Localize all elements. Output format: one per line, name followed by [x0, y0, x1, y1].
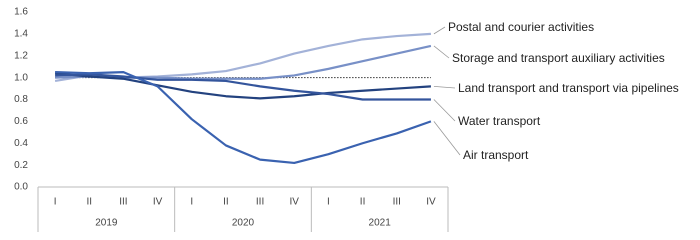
- leader-line: [433, 85, 456, 89]
- y-tick-label: 0.0: [14, 182, 28, 193]
- chart: 0.00.20.40.60.81.01.21.41.6I II III IV I II II…: [14, 7, 679, 232]
- series-label: Storage and transport auxiliary activiti…: [452, 51, 665, 65]
- legend-entry: Air transport: [463, 148, 529, 162]
- series-label: Postal and courier activities: [448, 20, 595, 34]
- legend-entry: Land transport and transport via pipelin…: [458, 81, 679, 95]
- series-label: Water transport: [458, 114, 541, 128]
- series-label: Land transport and transport via pipelin…: [458, 81, 679, 95]
- x-tick-label: I: [190, 197, 193, 208]
- y-tick-label: 0.8: [14, 94, 28, 105]
- x-tick-label: IV: [153, 197, 163, 208]
- x-tick-label: III: [256, 197, 264, 208]
- series-line: [54, 72, 431, 100]
- leader-line: [433, 99, 456, 122]
- series-line: [55, 73, 431, 101]
- page: {"chart_data": {"type": "line", "categor…: [14, 6, 679, 232]
- y-tick-label: 1.6: [14, 7, 28, 18]
- x-group-label: 2021: [369, 218, 392, 229]
- y-tick-label: 1.4: [14, 29, 28, 40]
- series-line: [55, 44, 432, 80]
- legend-entry: Storage and transport auxiliary activiti…: [452, 51, 665, 65]
- y-tick-label: 1.0: [14, 72, 28, 83]
- leader-line: [433, 45, 450, 59]
- legend-entry: Water transport: [458, 114, 541, 128]
- x-tick-label: III: [393, 197, 401, 208]
- series-label: Air transport: [463, 148, 529, 162]
- legend-entry: Postal and courier activities: [448, 20, 595, 34]
- series-line: [55, 71, 432, 165]
- x-tick-label: II: [223, 197, 229, 208]
- y-tick-label: 1.2: [14, 50, 28, 61]
- x-tick-label: I: [54, 197, 57, 208]
- y-tick-label: 0.4: [14, 138, 28, 149]
- x-tick-label: I: [327, 197, 330, 208]
- y-tick-label: 0.6: [14, 116, 28, 127]
- series-line: [54, 32, 431, 82]
- x-tick-label: IV: [426, 197, 436, 208]
- x-group-label: 2020: [232, 218, 255, 229]
- y-tick-label: 0.2: [14, 160, 28, 171]
- x-tick-label: II: [360, 197, 366, 208]
- x-tick-label: IV: [290, 197, 300, 208]
- x-tick-label: II: [86, 197, 92, 208]
- leader-line: [433, 26, 446, 35]
- x-tick-label: III: [119, 197, 127, 208]
- leader-line: [433, 121, 461, 156]
- x-group-label: 2019: [95, 218, 118, 229]
